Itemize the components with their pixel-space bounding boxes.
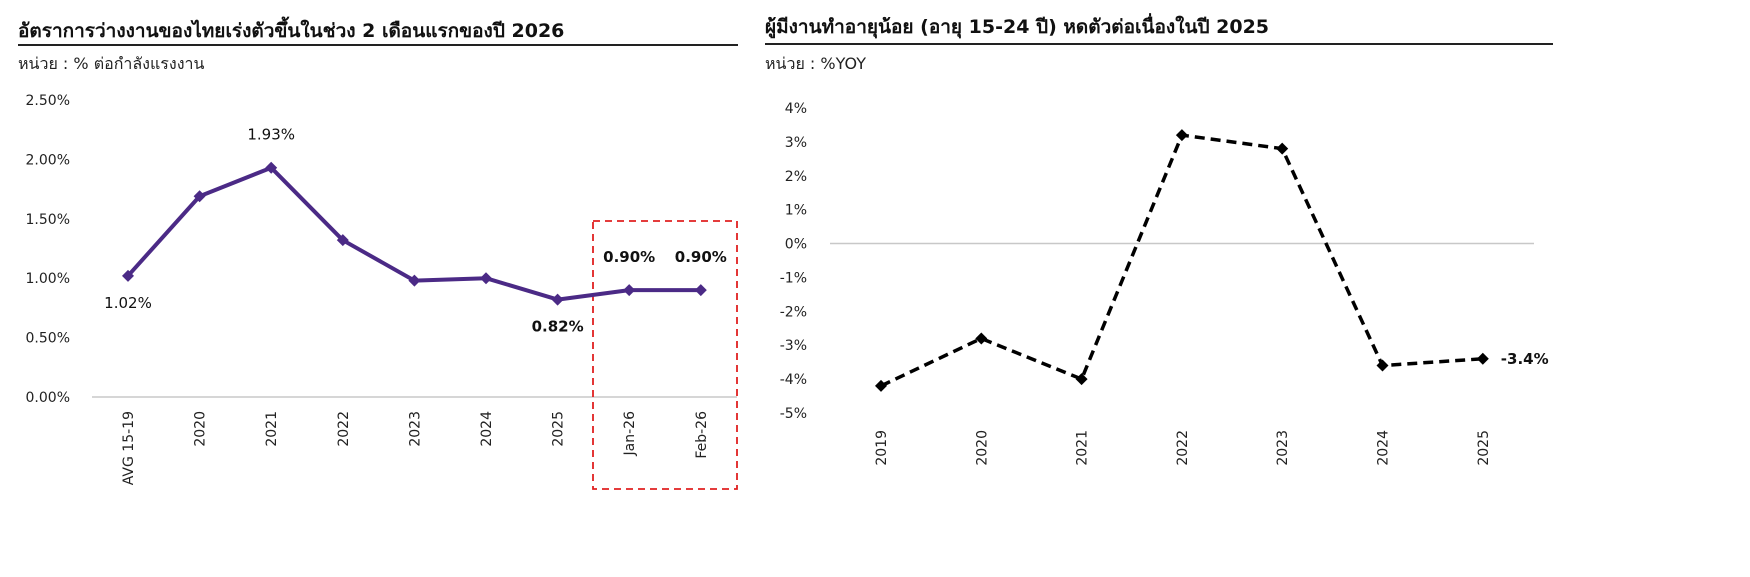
data-label: 0.82% <box>532 318 584 336</box>
x-tick-label: Jan-26 <box>622 411 638 457</box>
unit-label: หน่วย : % ต่อกำลังแรงงาน <box>18 54 205 73</box>
x-tick-label: 2020 <box>974 430 990 466</box>
data-point-marker <box>694 284 707 297</box>
data-point-marker <box>975 332 988 345</box>
data-point-marker <box>1075 373 1088 386</box>
y-tick-label: 1.50% <box>26 212 70 228</box>
x-tick-label: 2025 <box>1476 430 1492 466</box>
y-tick-label: 1% <box>785 203 807 219</box>
unemployment-line-chart: 2.50% 2.00% 1.50% 1.00% 0.50% 0.00% AVG 15-19 2… <box>26 93 738 490</box>
x-tick-label: 2024 <box>1376 430 1392 466</box>
title-rule <box>765 43 1553 45</box>
data-point-marker <box>408 274 421 287</box>
data-point-marker <box>1276 142 1289 155</box>
y-tick-label: 0% <box>785 237 807 253</box>
data-point-marker <box>1476 352 1489 365</box>
data-point-marker <box>1376 359 1389 372</box>
data-label: -3.4% <box>1501 350 1549 368</box>
x-tick-label: 2019 <box>874 430 890 466</box>
x-tick-label: 2022 <box>1175 430 1191 466</box>
x-tick-label: 2021 <box>264 411 280 447</box>
y-tick-label: -1% <box>780 270 807 286</box>
data-point-marker <box>875 379 887 392</box>
data-point-marker <box>480 272 492 285</box>
x-tick-label: AVG 15-19 <box>121 411 137 485</box>
x-tick-label: 2022 <box>336 411 352 447</box>
x-tick-label: Feb-26 <box>694 411 710 459</box>
y-tick-label: -3% <box>780 338 807 354</box>
y-tick-label: -2% <box>780 304 807 320</box>
y-tick-label: 4% <box>785 101 807 117</box>
y-tick-label: 2.00% <box>26 152 70 168</box>
x-tick-label: 2023 <box>407 411 423 447</box>
data-point-marker <box>1175 129 1188 142</box>
youth-employment-line-chart: 4% 3% 2% 1% 0% -1% -2% -3% -4% -5% 2019 2020 2021 202… <box>780 101 1549 466</box>
unit-label: หน่วย : %YOY <box>765 54 866 73</box>
data-label: 1.93% <box>247 126 295 144</box>
data-label: 0.90% <box>603 248 655 266</box>
x-tick-label: 2025 <box>551 411 567 447</box>
highlight-box <box>592 220 738 490</box>
y-tick-label: 0.00% <box>26 390 70 406</box>
data-label: 0.90% <box>675 248 727 266</box>
x-tick-label: 2020 <box>193 411 209 447</box>
youth-employment-series-line <box>880 133 1483 388</box>
data-point-marker <box>122 269 134 282</box>
y-tick-label: -5% <box>780 406 807 422</box>
data-point-marker <box>193 190 206 203</box>
data-label: 1.02% <box>104 294 152 312</box>
title-rule <box>18 44 738 46</box>
y-tick-label: 2.50% <box>26 93 70 109</box>
y-tick-label: 1.00% <box>26 271 70 287</box>
data-point-marker <box>623 284 636 297</box>
y-tick-label: 0.50% <box>26 331 70 347</box>
y-tick-label: 3% <box>785 135 807 151</box>
x-tick-label: 2021 <box>1075 430 1091 466</box>
chart-title: อัตราการว่างงานของไทยเร่งตัวขึ้นในช่วง 2… <box>18 20 565 42</box>
x-tick-label: 2023 <box>1275 430 1291 466</box>
x-tick-label: 2024 <box>479 411 495 447</box>
y-tick-label: -4% <box>780 372 807 388</box>
y-tick-label: 2% <box>785 169 807 185</box>
data-point-marker <box>336 234 349 247</box>
chart-title: ผู้มีงานทำอายุน้อย (อายุ 15-24 ปี) หดตัว… <box>765 16 1270 38</box>
data-point-marker <box>551 293 564 306</box>
data-point-marker <box>265 161 278 174</box>
